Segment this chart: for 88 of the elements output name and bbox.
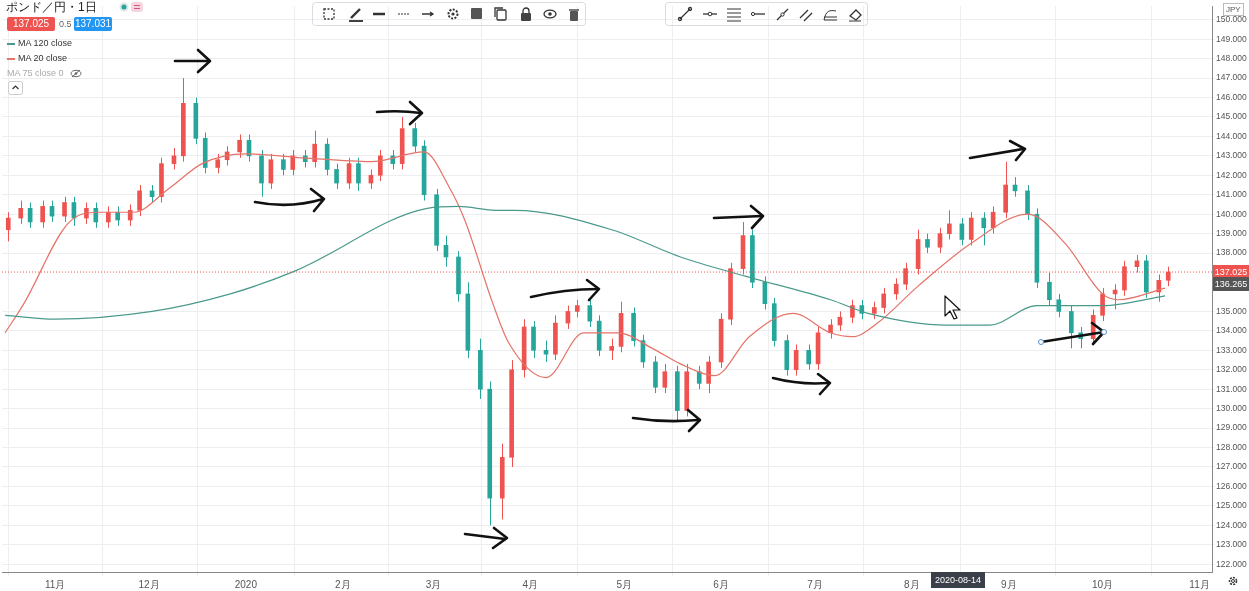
x-tick-label: 8月 [904,578,920,590]
annotation: 137.031 [74,17,112,31]
candlestick [237,133,242,159]
y-tick-label: 122.000 [1216,558,1247,569]
candlestick [105,205,111,229]
y-tick-label: 128.000 [1216,441,1247,452]
candlestick [968,211,974,246]
y-tick-label: 124.000 [1216,519,1247,530]
candlestick [1100,287,1105,322]
x-tick-label: 2020 [234,578,258,590]
candlestick [806,343,811,371]
x-tick-label: 6月 [713,578,729,590]
y-tick-label: 138.000 [1216,247,1247,258]
y-tick-label: 143.000 [1216,150,1247,161]
candlestick [137,184,142,217]
candlestick [893,277,899,301]
x-tick-label: 11月 [44,578,66,590]
candlestick [587,299,593,328]
candlestick [40,200,45,229]
candlestick [312,130,317,169]
x-tick-label: 9月 [1000,578,1017,590]
candlestick [531,320,536,359]
candlestick [281,153,286,176]
x-tick-label: 5月 [616,578,632,590]
candlestick [947,209,952,240]
x-tick-label: 4月 [522,578,539,590]
y-tick-label: 126.000 [1216,480,1247,491]
annotation: 137.025 [7,17,55,31]
legend-label: MA 120 close [18,38,73,48]
line-series [4,205,1166,326]
y-tick-label: 131.000 [1216,383,1247,394]
candlestick [609,338,615,361]
candlestick [412,122,418,153]
candlestick [706,355,711,394]
candlestick [62,196,67,223]
y-tick-label: 150.000 [1216,14,1247,25]
y-tick-label: 130.000 [1216,402,1247,413]
y-tick-label: 133.000 [1216,344,1247,355]
candlestick [925,233,930,254]
text: 2020-08-14 [931,572,986,588]
y-tick-label: 148.000 [1216,52,1247,63]
candlestick [981,211,987,246]
y-tick-label: 141.000 [1216,189,1247,200]
x-tick-label: 12月 [138,578,160,590]
x-tick-label: 11月 [1189,578,1210,590]
y-tick-label: 146.000 [1216,91,1247,102]
candlestick [5,211,11,242]
x-tick-label: 7月 [807,578,823,590]
annotation: 0.5 [59,18,72,31]
candlestick [828,318,833,340]
candlestick [18,200,24,225]
y-tick-label: 134.000 [1216,325,1247,336]
y-tick-label: 145.000 [1216,111,1247,122]
text: JPY [1223,3,1244,16]
candlestick [881,287,887,314]
y-tick-label: 129.000 [1216,422,1247,433]
candlestick [356,157,361,192]
y-tick-label: 149.000 [1216,33,1247,44]
candlestick [937,227,943,254]
candlestick [290,149,296,176]
candlestick [215,153,221,174]
y-tick-label: 132.000 [1216,364,1247,375]
y-tick-label: 142.000 [1216,169,1247,180]
y-tick-label: 140.000 [1216,208,1247,219]
y-tick-label: 123.000 [1216,539,1247,550]
candlestick [1025,184,1030,221]
y-tick-label: 135.000 [1216,305,1247,316]
y-tick-label: 127.000 [1216,461,1247,472]
x-tick-label: 10月 [1092,578,1114,590]
candlestick [1047,272,1052,307]
candlestick [1068,305,1074,349]
y-tick-label: 125.000 [1216,500,1247,511]
candlestick [377,149,383,182]
y-tick-label: 144.000 [1216,130,1247,141]
x-tick-label: 2月 [335,578,351,590]
candlestick [543,340,549,363]
candlestick [334,163,339,190]
chart-title: ポンド／円・1日 [6,0,97,14]
x-tick-label: 3月 [425,578,442,590]
candlestick [93,202,99,229]
ref-line-label: 137.025 [1214,266,1248,277]
legend-label: MA 20 close [18,53,68,63]
y-tick-label: 147.000 [1216,72,1247,83]
candlestick [696,365,702,390]
annotation: MA 75 close 0 [7,67,65,80]
y-tick-label: 139.000 [1216,227,1247,238]
candlestick [115,205,121,227]
text: 136.265 [1213,277,1249,291]
